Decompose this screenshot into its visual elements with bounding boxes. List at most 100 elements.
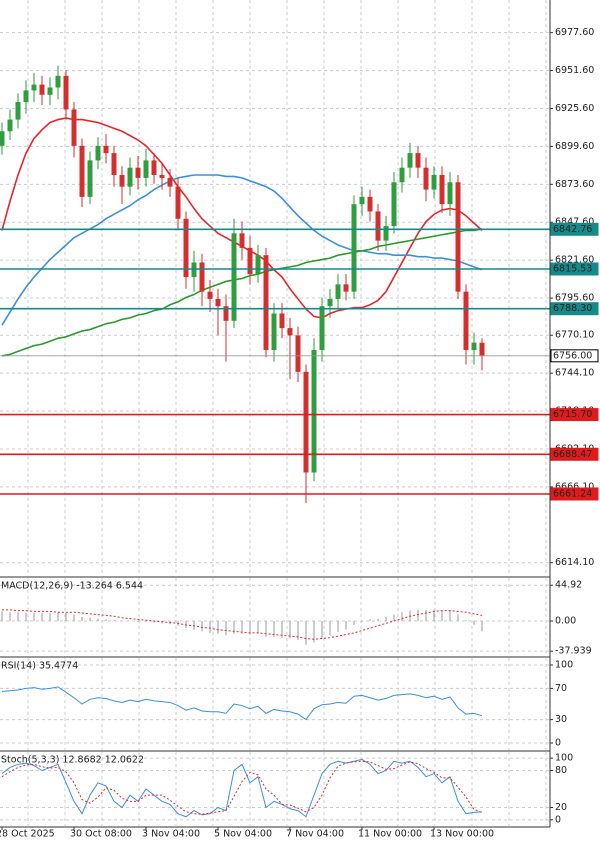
candle-body <box>263 255 269 350</box>
candle-body <box>255 255 261 275</box>
candle-body <box>463 291 469 350</box>
y-tick-label: 30 <box>555 714 567 725</box>
candle-body <box>127 167 133 187</box>
candle-body <box>375 211 381 241</box>
candle-body <box>447 182 453 205</box>
y-tick-label: 6951.60 <box>555 65 594 76</box>
candle-body <box>55 75 61 88</box>
x-tick-label: 3 Nov 04:00 <box>142 829 200 840</box>
candle-body <box>399 167 405 183</box>
level-label-box <box>550 447 599 461</box>
candle-body <box>335 284 341 299</box>
candle-body <box>63 75 69 110</box>
level-label: 6715.70 <box>553 409 592 420</box>
candle-body <box>287 328 293 336</box>
candle-body <box>367 196 373 212</box>
y-tick-label: 6925.60 <box>555 103 594 114</box>
x-tick-label: 13 Nov 00:00 <box>430 829 494 840</box>
y-tick-label: 6821.60 <box>555 255 594 266</box>
level-label: 6661.24 <box>553 488 592 499</box>
y-tick-label: 6873.60 <box>555 179 594 190</box>
candle-body <box>215 298 221 307</box>
y-tick-label: 70 <box>555 683 567 694</box>
x-tick-label: 5 Nov 04:00 <box>214 829 272 840</box>
candle-body <box>31 84 37 91</box>
candle-body <box>135 167 141 178</box>
candle-body <box>151 160 157 175</box>
candle-body <box>271 313 277 350</box>
panel-title: Stoch(5,3,3) 12.8682 12.0622 <box>1 755 144 766</box>
candle-body <box>415 153 421 168</box>
candle-body <box>455 182 461 292</box>
candle-body <box>343 284 349 292</box>
level-label: 6788.30 <box>553 303 592 314</box>
candle-body <box>479 342 485 356</box>
candle-body <box>15 102 21 120</box>
candle-body <box>239 233 245 248</box>
panel-title: RSI(14) 35.4774 <box>1 661 78 672</box>
candle-body <box>79 145 85 197</box>
y-tick-label: 44.92 <box>555 580 582 591</box>
signal-line <box>2 609 483 640</box>
candle-body <box>7 119 13 132</box>
candle-body <box>351 204 357 292</box>
candle-body <box>119 174 125 187</box>
plot-layer: 6977.60 6951.60 6925.60 6899.60 6873.60 6847.… <box>0 27 599 840</box>
candle-body <box>247 247 253 275</box>
y-tick-label: 100 <box>555 660 573 671</box>
indicator-line <box>1 758 483 818</box>
level-label-box <box>550 408 599 422</box>
y-tick-label: 0 <box>555 814 561 825</box>
y-tick-label: 20 <box>555 802 567 813</box>
candle-body <box>111 153 117 175</box>
level-label: 6688.47 <box>553 449 592 460</box>
level-label: 6756.00 <box>553 350 592 361</box>
candle-body <box>359 196 365 205</box>
y-tick-label: 6666.10 <box>555 481 594 492</box>
level-label-box <box>550 222 599 236</box>
candle-body <box>159 174 165 178</box>
y-tick-label: 80 <box>555 765 567 776</box>
candle-body <box>231 233 237 321</box>
candle-body <box>183 218 189 278</box>
y-tick-label: 6899.60 <box>555 141 594 152</box>
level-label: 6815.53 <box>553 263 592 274</box>
candle-body <box>303 371 309 473</box>
candle-body <box>143 160 149 178</box>
candle-body <box>407 153 413 168</box>
candle-body <box>471 342 477 350</box>
candle-body <box>95 145 101 161</box>
vertical-grid <box>27 0 547 826</box>
indicator-line <box>1 686 483 721</box>
candle-body <box>167 177 173 187</box>
candle-body <box>39 84 45 95</box>
candle-body <box>383 226 389 241</box>
y-tick-label: 6770.10 <box>555 330 594 341</box>
candle-body <box>223 306 229 321</box>
panel-title: MACD(12,26,9) -13.264 6.544 <box>1 581 143 592</box>
candle-body <box>279 313 285 329</box>
y-tick-label: 0.00 <box>555 615 576 626</box>
candle-body <box>431 174 437 190</box>
candle-body <box>295 335 301 372</box>
candle-body <box>199 262 205 292</box>
candle-body <box>47 87 53 95</box>
candle-body <box>23 90 29 103</box>
candle-body <box>327 298 333 307</box>
candle-body <box>207 291 213 299</box>
y-tick-label: -37.939 <box>555 646 592 657</box>
level-label-box <box>550 302 599 316</box>
candle-body <box>391 182 397 227</box>
level-label-box <box>550 349 599 363</box>
moving-average <box>1 174 483 326</box>
level-label-box <box>550 487 599 501</box>
indicator-line <box>1 760 483 815</box>
candle-body <box>439 174 445 205</box>
candle-body <box>87 160 93 197</box>
y-tick-label: 0 <box>555 737 561 748</box>
moving-average <box>1 228 483 357</box>
candle-body <box>103 145 109 154</box>
